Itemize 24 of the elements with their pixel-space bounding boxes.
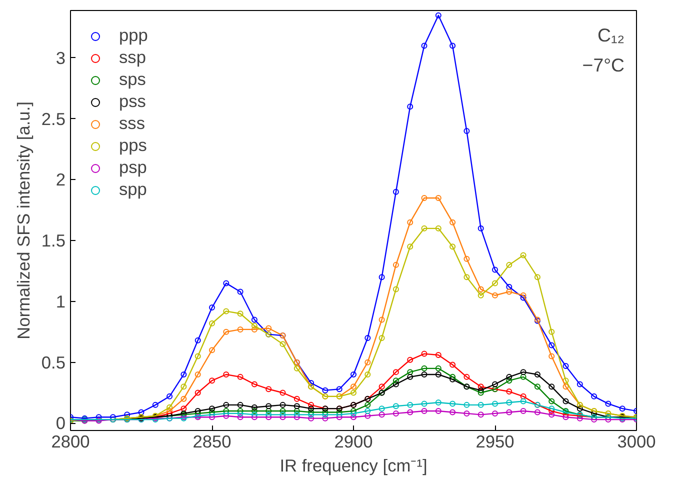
legend-label: pps bbox=[119, 135, 147, 156]
y-tick-label: 1 bbox=[56, 291, 66, 312]
y-axis-title: Normalized SFS intensity [a.u.] bbox=[13, 102, 34, 340]
annotation: −7°C bbox=[582, 54, 625, 76]
legend-label: sss bbox=[119, 113, 145, 134]
y-tick-label: 2.5 bbox=[41, 108, 66, 129]
x-tick-label: 2900 bbox=[334, 432, 373, 452]
x-tick-label: 2800 bbox=[51, 432, 90, 452]
y-tick-label: 0 bbox=[56, 413, 66, 434]
legend-label: psp bbox=[119, 157, 147, 178]
annotation: C₁₂ bbox=[597, 24, 625, 46]
legend-label: spp bbox=[119, 179, 147, 200]
legend-label: ppp bbox=[119, 25, 148, 46]
y-tick-label: 2 bbox=[56, 170, 66, 190]
x-tick-label: 2850 bbox=[192, 432, 232, 452]
x-tick-label: 3000 bbox=[617, 432, 656, 452]
y-tick-label: 3 bbox=[56, 48, 66, 68]
y-tick-label: 1.5 bbox=[41, 230, 66, 251]
y-tick-label: 0.5 bbox=[41, 352, 66, 372]
legend-label: ssp bbox=[119, 47, 146, 68]
x-axis-title: IR frequency [cm⁻¹] bbox=[280, 456, 428, 476]
legend-label: pss bbox=[119, 91, 146, 112]
x-tick-label: 2950 bbox=[476, 432, 514, 452]
legend-label: sps bbox=[119, 69, 146, 90]
